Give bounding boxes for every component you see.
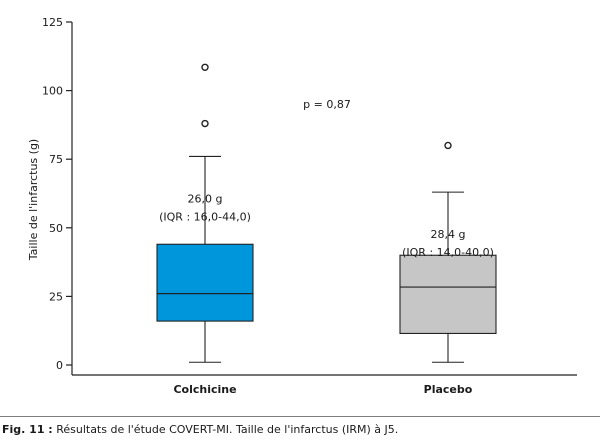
category-label: Placebo xyxy=(424,383,473,396)
caption-text: Résultats de l'étude COVERT-MI. Taille d… xyxy=(52,423,399,436)
y-tick-label: 0 xyxy=(56,359,63,372)
p-value-label: p = 0,87 xyxy=(303,98,351,111)
outlier-point xyxy=(201,63,209,71)
iqr-label: (IQR : 14,0-40,0) xyxy=(402,246,494,259)
y-axis-title: Taille de l'infarctus (g) xyxy=(27,139,40,261)
outlier-point xyxy=(201,119,209,128)
box-colchicine xyxy=(156,243,254,322)
y-tick-label: 25 xyxy=(49,290,63,303)
median-label: 26,0 g xyxy=(188,192,223,205)
caption-label: Fig. 11 : xyxy=(2,423,53,436)
outlier-point xyxy=(444,141,452,150)
figure-caption: Fig. 11 : Résultats de l'étude COVERT-MI… xyxy=(2,423,398,436)
category-label: Colchicine xyxy=(173,383,236,396)
chart-frame: 0 25 50 75 100 125 Taille de l'infarctus (g) p … xyxy=(0,16,600,417)
median-label: 28,4 g xyxy=(431,228,466,241)
box-placebo xyxy=(399,254,497,334)
iqr-label: (IQR : 16,0-44,0) xyxy=(159,210,251,223)
box-plot-chart: 0 25 50 75 100 125 Taille de l'infarctus (g) p … xyxy=(27,16,577,396)
y-tick-label: 125 xyxy=(42,16,63,29)
y-tick-label: 50 xyxy=(49,222,63,235)
y-tick-label: 100 xyxy=(42,85,63,98)
y-tick-label: 75 xyxy=(49,153,63,166)
